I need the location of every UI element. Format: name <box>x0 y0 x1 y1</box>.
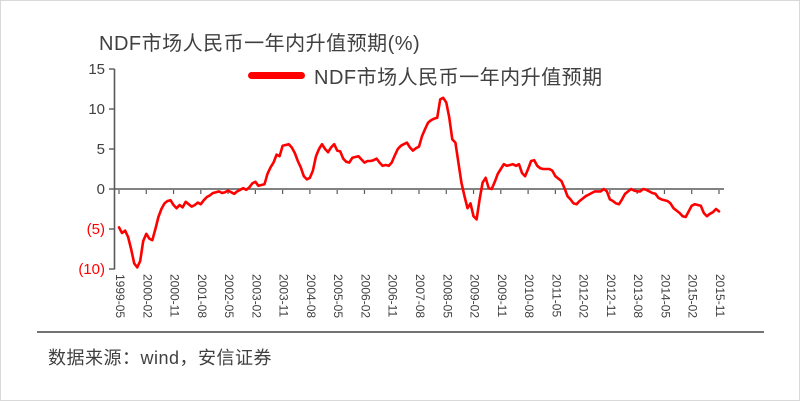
x-axis-label: 2000-02 <box>140 274 154 318</box>
x-axis-label: 2003-02 <box>249 274 263 318</box>
x-axis-label: 2003-11 <box>277 274 291 317</box>
y-axis-label: 15 <box>88 61 105 78</box>
x-axis-label: 2008-05 <box>440 274 454 318</box>
x-axis-label: 2004-08 <box>304 274 318 318</box>
x-axis-label: 2000-11 <box>168 274 182 317</box>
x-axis-label: 2013-08 <box>631 274 645 318</box>
legend: NDF市场人民币一年内升值预期 <box>248 61 603 90</box>
x-axis-label: 2015-02 <box>686 274 700 318</box>
y-axis-label: 10 <box>88 101 105 118</box>
footer-divider <box>37 331 764 333</box>
x-axis-label: 2005-05 <box>331 274 345 318</box>
legend-label: NDF市场人民币一年内升值预期 <box>314 67 603 89</box>
x-axis-label: 2012-02 <box>577 274 591 318</box>
x-axis-label: 2006-11 <box>386 274 400 317</box>
chart-title: NDF市场人民币一年内升值预期(%) <box>99 33 421 55</box>
ndf-series-line <box>117 96 721 269</box>
y-axis-label: (5) <box>87 221 105 238</box>
x-axis-label: 2007-08 <box>413 274 427 318</box>
x-axis-label: 2015-11 <box>713 274 727 317</box>
y-axis-label: 0 <box>97 181 105 198</box>
x-axis-label: 2006-02 <box>358 274 372 318</box>
x-axis-label: 2009-11 <box>495 274 509 317</box>
y-axis-label: (10) <box>78 261 105 278</box>
data-source-note: 数据来源：wind，安信证券 <box>48 348 273 368</box>
x-axis-label: 2010-08 <box>522 274 536 318</box>
line-chart-plot: 15 10 5 0 (5) (10) 1999-05 2000-02 2000-11 2001-0… <box>78 61 727 318</box>
x-axis-label: 1999-05 <box>113 274 127 318</box>
x-axis-label: 2009-02 <box>468 274 482 318</box>
y-axis-label: 5 <box>97 141 105 158</box>
x-axis-label: 2002-05 <box>222 274 236 318</box>
x-axis-label: 2001-08 <box>195 274 209 318</box>
x-axis-label: 2012-11 <box>604 274 618 317</box>
x-axis-label: 2011-05 <box>549 274 563 317</box>
legend-line-marker <box>248 72 305 79</box>
x-axis-label: 2014-05 <box>658 274 672 318</box>
